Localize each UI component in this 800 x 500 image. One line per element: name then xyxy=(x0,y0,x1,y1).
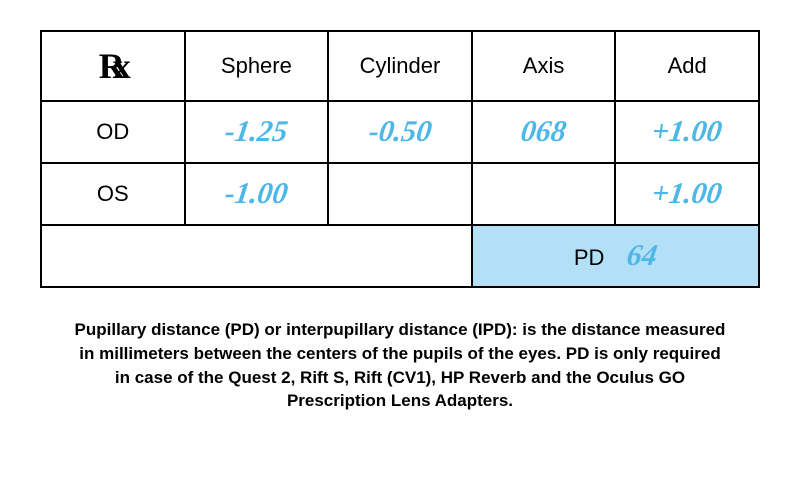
pd-cell: PD 64 xyxy=(472,225,759,287)
od-sphere-value: -1.25 xyxy=(223,115,290,149)
header-add: Add xyxy=(615,31,759,101)
pd-empty-3 xyxy=(328,225,472,287)
rx-symbol-cell: Rx xyxy=(41,31,185,101)
pd-value: 64 xyxy=(625,239,660,273)
od-add-cell: +1.00 xyxy=(615,101,759,163)
od-cylinder-value: -0.50 xyxy=(366,115,433,149)
os-add-cell: +1.00 xyxy=(615,163,759,225)
pd-label: PD xyxy=(574,245,605,271)
os-cylinder-cell xyxy=(328,163,472,225)
prescription-table: Rx Sphere Cylinder Axis Add OD -1.25 -0.… xyxy=(40,30,760,288)
os-label: OS xyxy=(41,163,185,225)
header-row: Rx Sphere Cylinder Axis Add xyxy=(41,31,759,101)
pd-empty-1 xyxy=(41,225,185,287)
header-cylinder: Cylinder xyxy=(328,31,472,101)
od-add-value: +1.00 xyxy=(650,115,724,149)
od-row: OD -1.25 -0.50 068 +1.00 xyxy=(41,101,759,163)
pd-description: Pupillary distance (PD) or interpupillar… xyxy=(40,318,760,413)
od-axis-value: 068 xyxy=(519,115,569,149)
pd-row: PD 64 xyxy=(41,225,759,287)
os-sphere-cell: -1.00 xyxy=(185,163,329,225)
os-sphere-value: -1.00 xyxy=(223,177,290,211)
os-axis-cell xyxy=(472,163,616,225)
od-sphere-cell: -1.25 xyxy=(185,101,329,163)
pd-empty-2 xyxy=(185,225,329,287)
os-row: OS -1.00 +1.00 xyxy=(41,163,759,225)
header-sphere: Sphere xyxy=(185,31,329,101)
os-add-value: +1.00 xyxy=(650,177,724,211)
rx-symbol: Rx xyxy=(99,46,127,86)
od-axis-cell: 068 xyxy=(472,101,616,163)
od-label: OD xyxy=(41,101,185,163)
od-cylinder-cell: -0.50 xyxy=(328,101,472,163)
header-axis: Axis xyxy=(472,31,616,101)
